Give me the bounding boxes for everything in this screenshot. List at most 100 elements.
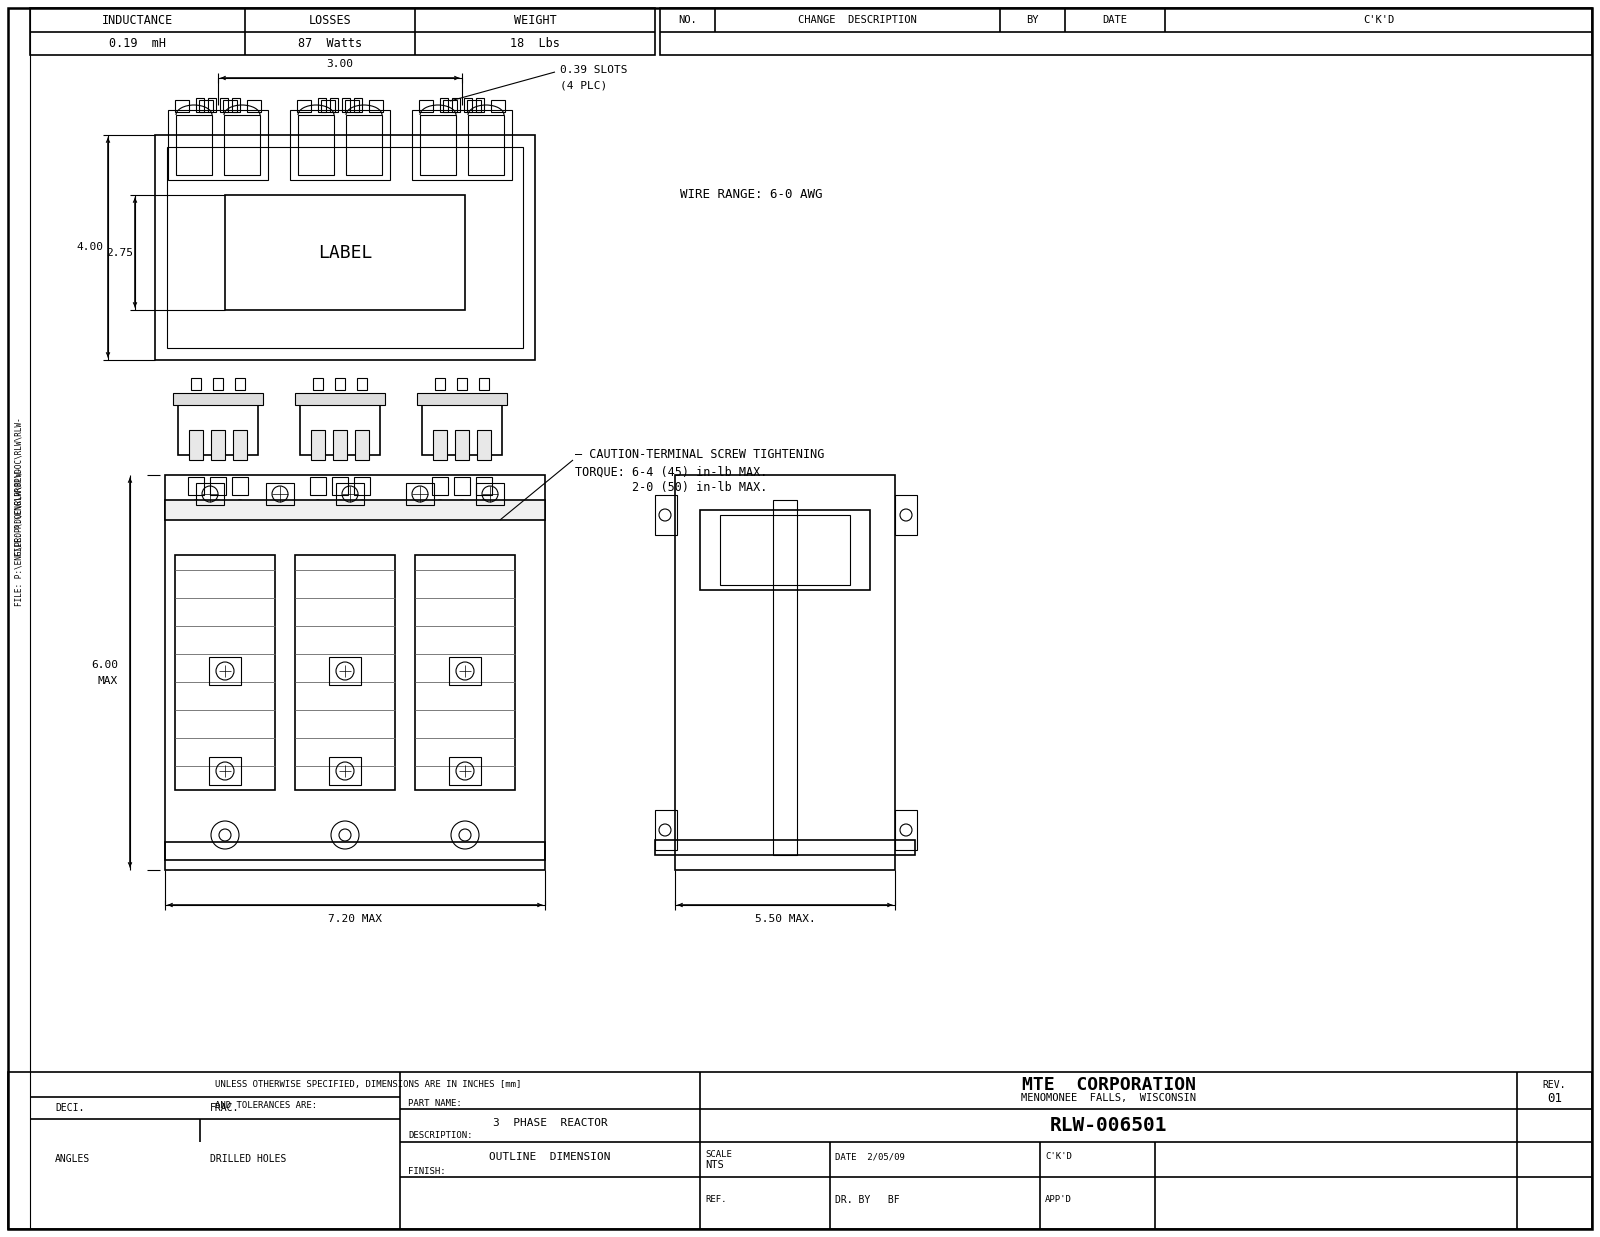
Text: REV.: REV. (1542, 1080, 1566, 1091)
Bar (418, 393, 507, 404)
Bar (336, 482, 365, 505)
Bar (419, 100, 434, 113)
Bar (477, 430, 491, 460)
Text: MAX: MAX (98, 675, 118, 685)
Text: FILE: P:\ENG\PROP\DOC\RLW\RLW-: FILE: P:\ENG\PROP\DOC\RLW\RLW- (14, 418, 24, 557)
Bar (189, 430, 203, 460)
Bar (322, 100, 334, 113)
Bar (406, 482, 434, 505)
Bar (432, 477, 448, 495)
Text: 18  Lbs: 18 Lbs (510, 37, 560, 49)
Bar (422, 395, 502, 455)
Bar (355, 430, 370, 460)
Text: DECI.: DECI. (54, 1103, 85, 1113)
Bar (213, 379, 222, 390)
Bar (168, 110, 269, 181)
Bar (454, 477, 470, 495)
Bar (346, 100, 358, 113)
Text: NTS: NTS (706, 1159, 723, 1169)
Bar (354, 98, 362, 113)
Bar (330, 757, 362, 785)
Text: FRAC.: FRAC. (210, 1103, 240, 1113)
Text: 7.20 MAX: 7.20 MAX (328, 914, 382, 924)
Bar (232, 477, 248, 495)
Bar (701, 510, 870, 590)
Text: LOSSES: LOSSES (309, 14, 352, 26)
Bar (330, 657, 362, 685)
Text: ANGLES: ANGLES (54, 1154, 90, 1164)
Bar (198, 100, 213, 113)
Text: — CAUTION-TERMINAL SCREW TIGHTENING: — CAUTION-TERMINAL SCREW TIGHTENING (574, 449, 824, 461)
Bar (166, 147, 523, 348)
Text: 87  Watts: 87 Watts (298, 37, 362, 49)
Text: 4.00: 4.00 (77, 242, 104, 252)
Bar (165, 842, 546, 860)
Bar (330, 98, 338, 113)
Text: (4 PLC): (4 PLC) (560, 80, 608, 92)
Text: FILE: P:\ENG\PROP\DOC\RLW\RLW-: FILE: P:\ENG\PROP\DOC\RLW\RLW- (14, 468, 24, 606)
Bar (176, 115, 211, 174)
Text: 2.75: 2.75 (107, 247, 133, 257)
Text: FINISH:: FINISH: (408, 1166, 446, 1175)
Bar (211, 430, 226, 460)
Bar (266, 482, 294, 505)
Bar (178, 395, 258, 455)
Bar (357, 379, 366, 390)
Bar (165, 475, 546, 870)
Bar (467, 100, 482, 113)
Text: UNLESS OTHERWISE SPECIFIED, DIMENSIONS ARE IN INCHES [mm]: UNLESS OTHERWISE SPECIFIED, DIMENSIONS A… (214, 1080, 522, 1089)
Text: MENOMONEE  FALLS,  WISCONSIN: MENOMONEE FALLS, WISCONSIN (1021, 1094, 1197, 1103)
Bar (298, 115, 334, 174)
Text: 2-0 (50) in-lb MAX.: 2-0 (50) in-lb MAX. (574, 480, 768, 494)
Bar (419, 115, 456, 174)
Bar (346, 115, 382, 174)
Text: WEIGHT: WEIGHT (514, 14, 557, 26)
Bar (434, 430, 446, 460)
Bar (720, 515, 850, 585)
Bar (301, 395, 381, 455)
Bar (477, 477, 493, 495)
Text: APP'D: APP'D (1045, 1195, 1072, 1205)
Text: LABEL: LABEL (318, 244, 373, 261)
Bar (173, 393, 262, 404)
Bar (654, 840, 915, 855)
Text: DESCRIPTION:: DESCRIPTION: (408, 1132, 472, 1141)
Bar (189, 477, 205, 495)
Text: DR. BY   BF: DR. BY BF (835, 1195, 899, 1205)
Bar (414, 555, 515, 790)
Bar (210, 477, 226, 495)
Text: 3.00: 3.00 (326, 59, 354, 69)
Bar (413, 110, 512, 181)
Bar (222, 100, 237, 113)
Bar (294, 555, 395, 790)
Text: PART NAME:: PART NAME: (408, 1098, 462, 1107)
Text: OUTLINE  DIMENSION: OUTLINE DIMENSION (490, 1152, 611, 1162)
Bar (454, 430, 469, 460)
Text: C'K'D: C'K'D (1363, 15, 1394, 25)
Bar (675, 475, 894, 870)
Bar (333, 477, 349, 495)
Bar (467, 115, 504, 174)
Text: 6.00: 6.00 (91, 659, 118, 669)
Bar (654, 495, 677, 534)
Bar (443, 100, 458, 113)
Bar (354, 477, 370, 495)
Text: C'K'D: C'K'D (1045, 1152, 1072, 1162)
Bar (8, 1072, 1592, 1230)
Text: NO.: NO. (678, 15, 698, 25)
Bar (478, 379, 490, 390)
Bar (195, 98, 205, 113)
Text: DRILLED HOLES: DRILLED HOLES (210, 1154, 286, 1164)
Bar (450, 657, 482, 685)
Text: BY: BY (1026, 15, 1038, 25)
Bar (334, 379, 346, 390)
Bar (235, 379, 245, 390)
Text: DATE  2/05/09: DATE 2/05/09 (835, 1152, 906, 1162)
Text: AND TOLERANCES ARE:: AND TOLERANCES ARE: (214, 1101, 317, 1111)
Bar (294, 393, 386, 404)
Bar (165, 500, 546, 520)
Bar (8, 7, 30, 1230)
Bar (298, 100, 310, 113)
Bar (195, 482, 224, 505)
Bar (314, 379, 323, 390)
